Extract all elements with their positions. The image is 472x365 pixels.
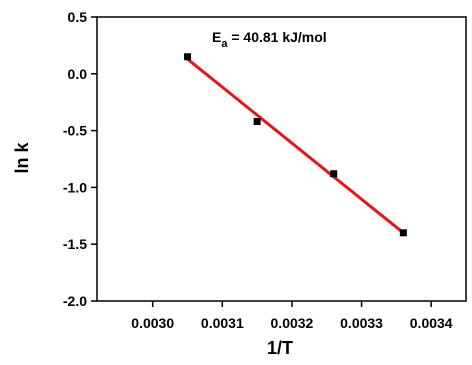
x-tick-label: 0.0032 <box>271 315 314 331</box>
series-layer <box>184 53 407 237</box>
x-tick-label: 0.0031 <box>201 315 244 331</box>
y-tick-label: -1.5 <box>63 236 87 252</box>
x-tick-label: 0.0030 <box>131 315 174 331</box>
data-point <box>184 53 192 61</box>
data-point <box>399 229 407 237</box>
plot-frame <box>96 16 467 302</box>
data-point <box>253 118 261 126</box>
y-tick-label: -0.5 <box>63 123 87 139</box>
y-tick-label: -2.0 <box>63 293 87 309</box>
y-tick-label: 0.5 <box>68 9 88 25</box>
fit-line <box>186 57 405 235</box>
activation-energy-annotation: Ea = 40.81 kJ/mol <box>212 29 327 50</box>
x-tick-label: 0.0033 <box>340 315 383 331</box>
ticks-layer: 0.5 0.0 -0.5 -1.0 -1.5 -2.0 0.0030 0.0031 0.0032… <box>63 9 453 331</box>
annotation-subscript: a <box>221 38 228 50</box>
x-tick-label: 0.0034 <box>410 315 453 331</box>
annotation-prefix: E <box>212 29 221 45</box>
annotation-suffix: = 40.81 kJ/mol <box>227 29 326 45</box>
x-axis-label: 1/T <box>267 338 293 358</box>
y-tick-label: -1.0 <box>63 179 87 195</box>
y-axis-label: ln k <box>12 142 32 174</box>
y-tick-label: 0.0 <box>68 66 88 82</box>
data-point <box>330 170 338 178</box>
